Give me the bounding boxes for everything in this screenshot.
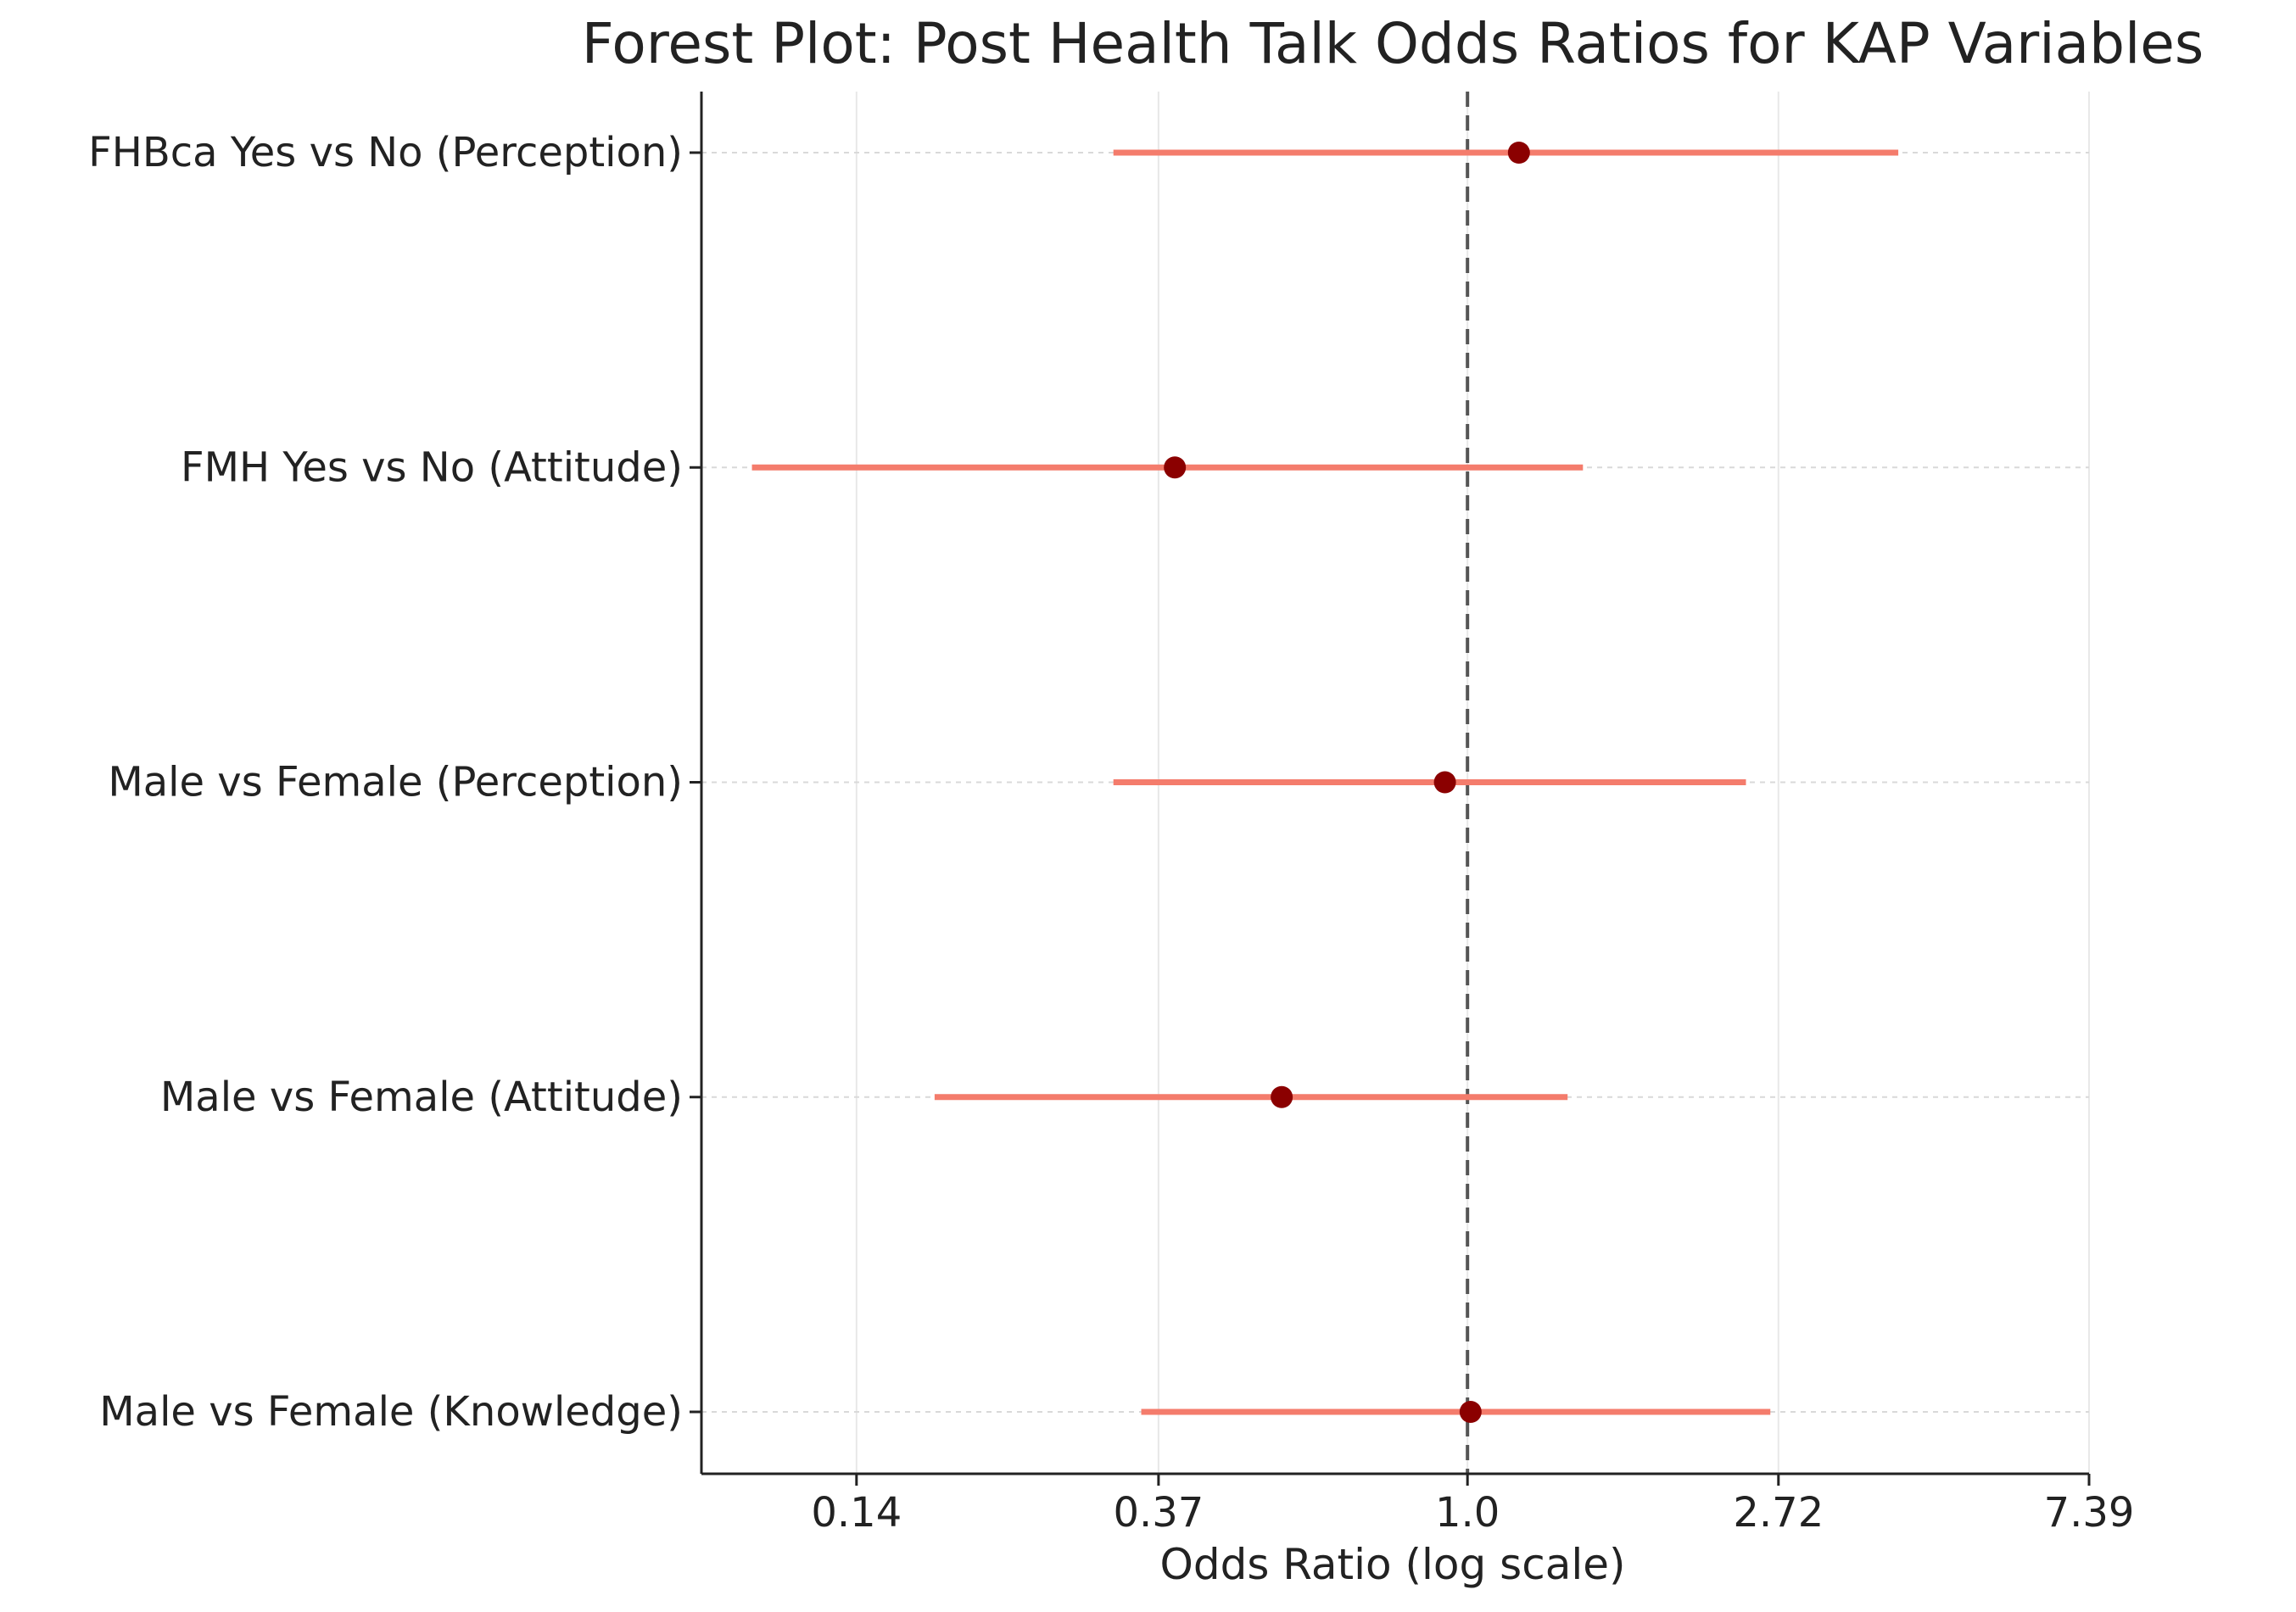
x-tick-label: 7.39 [2044,1489,2135,1537]
point-estimate [1459,1401,1482,1423]
x-tick-label: 0.37 [1113,1489,1204,1537]
y-tick-label: FHBca Yes vs No (Perception) [88,129,683,176]
x-tick-labels: 0.14 0.37 1.0 2.72 7.39 [811,1474,2134,1537]
x-tick-label: 1.0 [1435,1489,1500,1537]
y-tick-label: FMH Yes vs No (Attitude) [181,443,683,491]
x-tick-label: 2.72 [1733,1489,1824,1537]
y-tick-labels: FHBca Yes vs No (Perception) FMH Yes vs N… [88,129,701,1436]
point-estimate [1271,1085,1293,1108]
y-tick-label: Male vs Female (Attitude) [160,1074,683,1121]
y-tick-label: Male vs Female (Knowledge) [99,1388,683,1436]
x-axis-label: Odds Ratio (log scale) [1160,1540,1626,1589]
point-estimate [1164,456,1187,479]
point-estimate [1507,142,1530,164]
point-estimate [1433,771,1456,794]
point-estimate-layer [1164,142,1530,1423]
chart-title: Forest Plot: Post Health Talk Odds Ratio… [582,11,2204,76]
y-tick-label: Male vs Female (Perception) [108,759,683,806]
confidence-interval-layer [751,149,1899,1415]
x-tick-label: 0.14 [811,1489,902,1537]
